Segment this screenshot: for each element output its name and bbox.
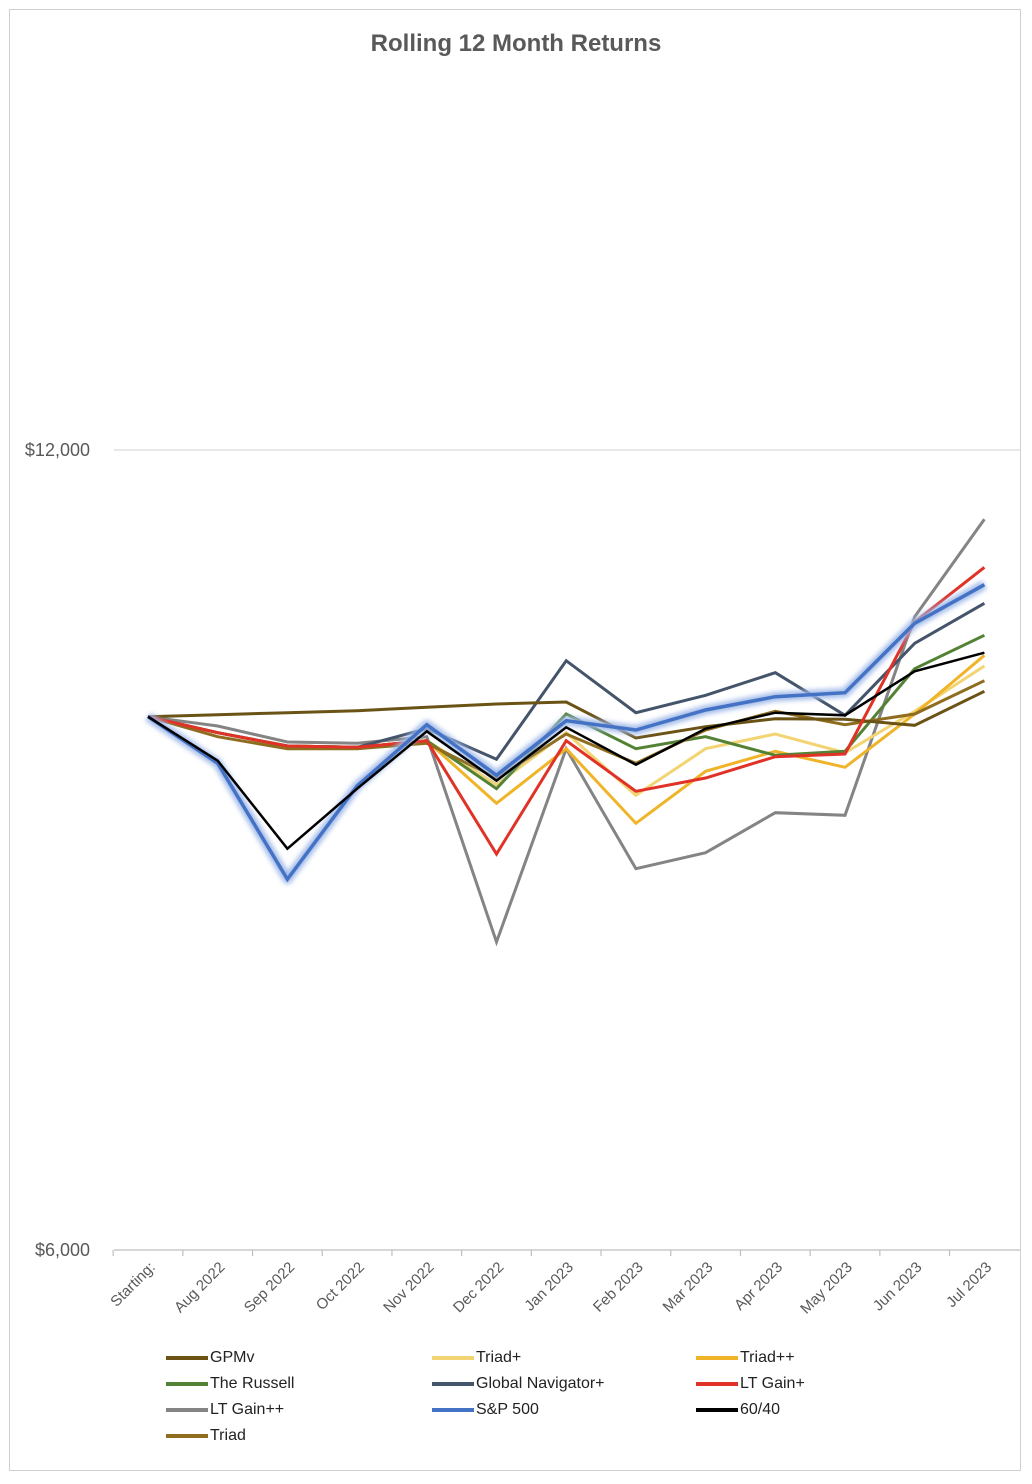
legend-swatch [166, 1434, 208, 1438]
legend-label: S&P 500 [476, 1401, 539, 1418]
legend-swatch [432, 1382, 474, 1386]
x-tick-label: Apr 2023 [731, 1259, 786, 1314]
legend-item: Triad [166, 1424, 246, 1448]
legend-item: Global Navigator+ [432, 1372, 605, 1396]
legend-label: Global Navigator+ [476, 1375, 605, 1392]
legend-swatch [166, 1382, 208, 1386]
legend-label: Triad [210, 1427, 246, 1444]
legend-label: The Russell [210, 1375, 295, 1392]
legend-item: GPMv [166, 1346, 254, 1370]
legend-swatch [432, 1408, 474, 1412]
x-tick-label: Mar 2023 [660, 1259, 717, 1316]
x-tick-label: Sep 2022 [241, 1259, 298, 1316]
x-tick-label: Jul 2023 [943, 1259, 995, 1311]
legend-item: S&P 500 [432, 1398, 539, 1422]
legend-item: 60/40 [696, 1398, 780, 1422]
legend-label: 60/40 [740, 1401, 781, 1418]
legend-item: LT Gain++ [166, 1398, 284, 1422]
series-line-lt-gain [147, 566, 986, 857]
chart-title: Rolling 12 Month Returns [370, 30, 662, 57]
legend-swatch [166, 1356, 208, 1360]
legend-label: Triad+ [476, 1349, 522, 1366]
legend-label: GPMv [210, 1349, 255, 1366]
y-tick-label: $12,000 [25, 440, 90, 460]
y-tick-label: $6,000 [35, 1240, 90, 1260]
legend-item: The Russell [166, 1372, 294, 1396]
legend-label: LT Gain+ [740, 1375, 805, 1392]
x-tick-label: Dec 2022 [450, 1259, 507, 1316]
series-line-60-40 [147, 651, 985, 851]
legend-item: Triad+ [432, 1346, 521, 1370]
chart-frame [9, 9, 1021, 1471]
x-tick-label: Jun 2023 [870, 1259, 926, 1315]
legend-swatch [432, 1356, 474, 1360]
legend-swatch [696, 1408, 738, 1412]
x-tick-label: Oct 2022 [313, 1259, 368, 1314]
legend-swatch [696, 1382, 738, 1386]
legend-swatch [166, 1408, 208, 1412]
x-tick-label: Aug 2022 [171, 1259, 228, 1316]
x-tick-label: Starting: [107, 1259, 159, 1311]
legend-item: LT Gain+ [696, 1372, 805, 1396]
legend-item: Triad++ [696, 1346, 795, 1370]
series-line-triad [147, 679, 986, 780]
series-line-gpmv [147, 689, 986, 740]
x-tick-label: Feb 2023 [590, 1259, 647, 1316]
legend-label: LT Gain++ [210, 1401, 285, 1418]
series-line-s-p-500 [147, 583, 986, 883]
legend-label: Triad++ [740, 1349, 795, 1366]
x-tick-label: Nov 2022 [380, 1259, 437, 1316]
x-tick-label: Jan 2023 [521, 1259, 577, 1315]
x-tick-label: May 2023 [797, 1259, 856, 1318]
legend-swatch [696, 1356, 738, 1360]
